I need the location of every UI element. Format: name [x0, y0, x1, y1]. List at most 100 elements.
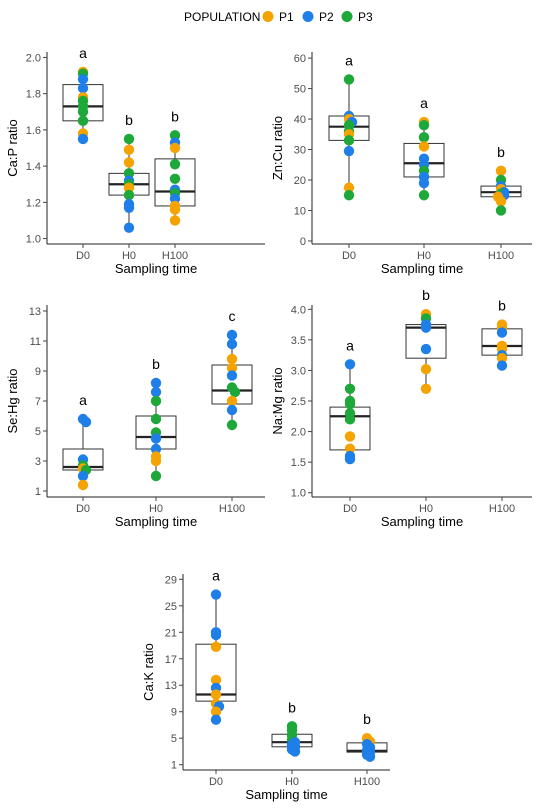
significance-letter: b — [288, 699, 296, 715]
data-point-p1 — [210, 674, 222, 686]
x-tick-label: H0 — [122, 250, 136, 262]
data-point-p2 — [418, 177, 430, 189]
data-point-p1 — [150, 455, 162, 467]
data-point-p3 — [123, 189, 135, 201]
significance-letter: a — [79, 45, 87, 61]
data-point-p3 — [343, 190, 355, 201]
data-point-p3 — [169, 130, 181, 141]
data-point-p1 — [123, 157, 135, 168]
significance-letter: a — [346, 337, 354, 353]
data-point-p2 — [364, 751, 376, 762]
x-axis-title: Sampling time — [115, 261, 197, 276]
y-tick-label: 1 — [35, 486, 41, 498]
y-axis-title: Ca:K ratio — [141, 643, 156, 701]
data-point-p3 — [229, 386, 241, 398]
data-point-p3 — [169, 159, 181, 170]
x-tick-label: H100 — [219, 503, 245, 515]
y-axis-title: Se:Hg ratio — [5, 368, 20, 433]
x-tick-label: H100 — [489, 503, 515, 515]
x-axis-title: Sampling time — [245, 787, 327, 802]
data-point-p2 — [496, 327, 508, 338]
y-tick-label: 11 — [30, 336, 41, 348]
significance-letter: b — [363, 711, 371, 727]
data-point-p2 — [420, 322, 432, 333]
x-tick-label: H100 — [354, 776, 380, 788]
y-tick-label: 2.0 — [26, 52, 41, 64]
data-point-p3 — [344, 383, 356, 394]
y-tick-label: 7 — [35, 396, 41, 408]
y-tick-label: 3.5 — [291, 335, 306, 347]
data-point-p1 — [226, 362, 238, 374]
significance-letter: b — [152, 356, 160, 372]
y-tick-label: 40 — [294, 114, 306, 126]
data-point-p2 — [77, 73, 89, 85]
x-axis-title: Sampling time — [381, 261, 463, 276]
x-axis-title: Sampling time — [115, 514, 197, 529]
legend-title: POPULATION — [184, 10, 260, 24]
data-point-p1 — [123, 144, 135, 156]
x-tick-label: H0 — [419, 503, 433, 515]
data-point-p2 — [289, 746, 301, 757]
data-point-p2 — [344, 359, 356, 370]
panel-3: 1.0 1.5 2.0 2.5 3.0 3.5 4.0 Na:Mg ratio Sampling… — [270, 287, 532, 529]
data-point-p3 — [150, 413, 162, 425]
y-tick-label: 10 — [294, 205, 306, 217]
data-point-p3 — [77, 115, 89, 127]
x-tick-label: D0 — [76, 503, 90, 515]
data-point-p2 — [77, 470, 89, 482]
significance-letter: b — [498, 298, 506, 314]
legend-label-p3: P3 — [358, 10, 373, 24]
y-tick-label: 0 — [300, 236, 306, 248]
data-point-p1 — [344, 443, 356, 454]
y-tick-label: 2.0 — [291, 427, 306, 439]
y-tick-label: 1.4 — [26, 161, 41, 173]
x-tick-label: D0 — [343, 503, 357, 515]
y-tick-label: 29 — [165, 574, 177, 586]
panel-4: 1 5 9 13 17 21 25 29 Ca:K ratio Sampling time D0 a H… — [141, 568, 390, 802]
x-tick-label: H100 — [488, 250, 514, 262]
significance-letter: b — [422, 287, 430, 303]
significance-letter: b — [497, 144, 505, 160]
y-tick-label: 17 — [165, 654, 177, 666]
data-point-p1 — [420, 383, 432, 394]
significance-letter: a — [212, 568, 220, 584]
x-tick-label: H100 — [162, 250, 188, 262]
y-axis-title: Ca:P ratio — [5, 119, 20, 177]
y-tick-label: 3.0 — [291, 365, 306, 377]
data-point-p2 — [123, 202, 135, 213]
x-tick-label: H0 — [417, 250, 431, 262]
y-tick-label: 9 — [171, 707, 177, 719]
data-point-p3 — [226, 419, 238, 431]
y-tick-label: 21 — [165, 627, 177, 639]
data-point-p2 — [210, 714, 222, 725]
data-point-p2 — [344, 453, 356, 465]
y-tick-label: 13 — [165, 680, 177, 692]
x-tick-label: D0 — [209, 776, 223, 788]
data-point-p2 — [150, 433, 162, 444]
data-point-p2 — [226, 338, 238, 350]
legend-label-p1: P1 — [279, 10, 294, 24]
x-tick-label: D0 — [342, 250, 356, 262]
legend-swatch-p2 — [302, 11, 314, 22]
data-point-p2 — [123, 222, 135, 233]
data-point-p1 — [210, 689, 222, 700]
data-point-p1 — [226, 353, 238, 365]
data-point-p1 — [420, 364, 432, 375]
y-tick-label: 1.6 — [26, 125, 41, 137]
data-point-p3 — [418, 119, 430, 131]
data-point-p1 — [123, 182, 135, 194]
data-point-p1 — [210, 641, 222, 653]
data-point-p2 — [150, 377, 162, 389]
legend: POPULATION P1 P2 P3 — [184, 10, 373, 24]
y-tick-label: 1.8 — [26, 89, 41, 101]
y-tick-label: 30 — [294, 145, 306, 157]
data-point-p3 — [418, 190, 430, 201]
x-tick-label: H0 — [285, 776, 299, 788]
data-point-p2 — [77, 83, 89, 94]
data-point-p2 — [169, 193, 181, 204]
y-tick-label: 1.0 — [291, 488, 306, 500]
data-point-p2 — [80, 416, 92, 428]
y-tick-label: 1.2 — [26, 197, 41, 209]
data-point-p2 — [420, 343, 432, 355]
